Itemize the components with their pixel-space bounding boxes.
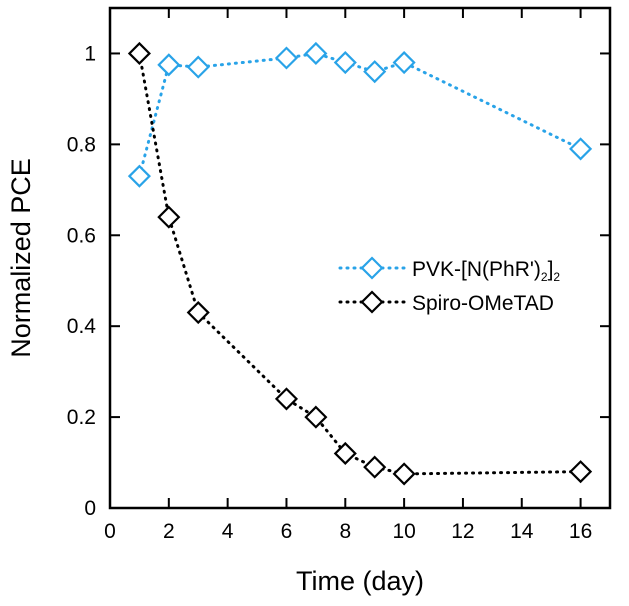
legend-entry-spiro: Spiro-OMeTAD: [338, 290, 554, 315]
y-tick-label: 0.8: [67, 133, 96, 156]
x-tick-label: 6: [281, 520, 293, 543]
legend-label-pvk: PVK-[N(PhR')2]2: [412, 258, 560, 284]
series-line-1: [137, 51, 583, 476]
data-point-series-0: [127, 164, 151, 188]
y-tick-label: 0.4: [67, 315, 97, 338]
data-point-series-0: [157, 53, 181, 77]
y-tick-label: 0.6: [67, 224, 96, 247]
x-tick-label: 2: [163, 520, 175, 543]
data-point-series-0: [392, 50, 416, 75]
x-axis-title: Time (day): [296, 566, 424, 596]
x-tick-label: 10: [392, 520, 415, 543]
y-tick-label: 0.2: [67, 406, 96, 429]
data-point-series-1: [363, 455, 387, 479]
data-point-series-1: [333, 441, 357, 466]
data-point-series-1: [392, 462, 416, 486]
x-tick-label: 14: [510, 520, 534, 543]
legend: PVK-[N(PhR')2]2 Spiro-OMeTAD: [338, 256, 560, 315]
plot-frame: [108, 6, 612, 510]
legend-marker-spiro: [360, 290, 384, 314]
series-markers: [127, 41, 593, 486]
data-point-series-0: [274, 46, 299, 70]
x-tick-label: 8: [339, 520, 351, 543]
legend-entry-pvk: PVK-[N(PhR')2]2: [338, 256, 560, 284]
data-point-series-1: [274, 387, 299, 411]
y-axis-title: Normalized PCE: [6, 158, 36, 358]
x-tick-label: 16: [569, 520, 592, 543]
data-point-series-1: [157, 205, 181, 229]
y-tick-label: 0: [84, 497, 96, 520]
data-point-series-0: [186, 55, 210, 79]
data-point-series-0: [363, 60, 387, 84]
data-point-series-0: [304, 41, 328, 66]
axis-ticks: 0 2 4 6 8 10 12 14 16 0 0.2 0.4 0.6 0.8 1: [67, 8, 610, 543]
data-point-series-1: [569, 460, 593, 484]
legend-label-spiro: Spiro-OMeTAD: [412, 292, 554, 315]
data-point-series-0: [333, 50, 357, 75]
y-tick-label: 1: [84, 42, 96, 65]
series-line-0: [137, 51, 583, 178]
legend-marker-pvk: [360, 256, 384, 280]
x-tick-label: 12: [451, 520, 474, 543]
data-point-series-0: [569, 137, 593, 161]
data-point-series-1: [127, 41, 151, 66]
data-point-series-1: [186, 300, 210, 325]
x-tick-label: 0: [104, 520, 116, 543]
x-tick-label: 4: [222, 520, 234, 543]
data-point-series-1: [304, 405, 328, 429]
